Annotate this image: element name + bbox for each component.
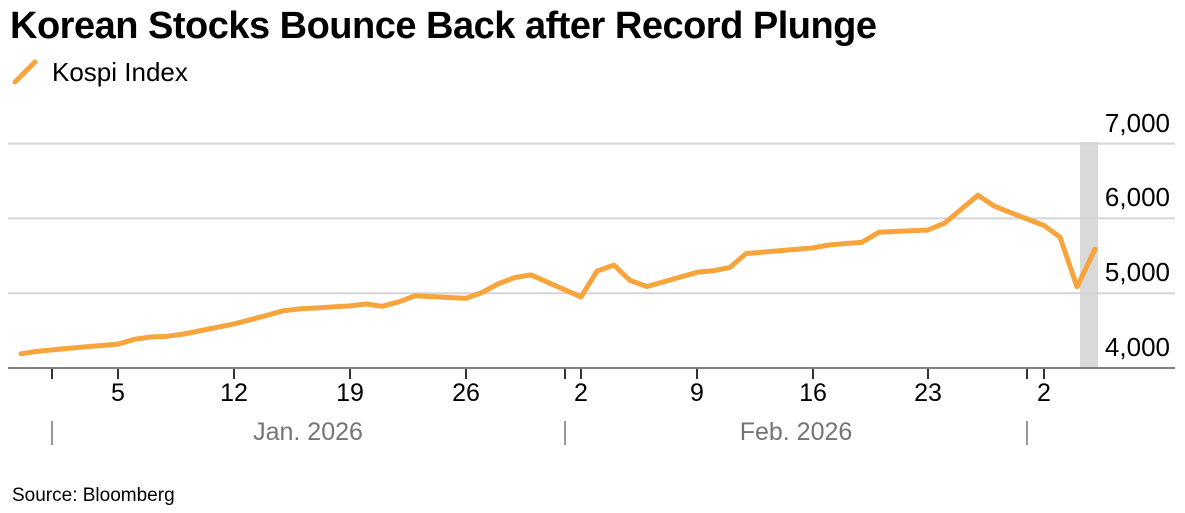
legend-label: Kospi Index xyxy=(52,56,188,87)
x-axis-day-label-4: 2 xyxy=(574,379,588,407)
source-note: Source: Bloomberg xyxy=(12,485,175,506)
y-axis-label-5000: 5,000 xyxy=(1104,257,1170,288)
x-axis-day-label-8: 2 xyxy=(1037,379,1051,407)
x-axis-day-label-0: 5 xyxy=(111,379,125,407)
x-axis-day-label-5: 9 xyxy=(690,379,704,407)
kospi-line-chart xyxy=(8,142,1175,445)
legend-line-swatch-icon xyxy=(12,59,38,85)
x-axis-month-label-0: Jan. 2026 xyxy=(253,418,363,446)
x-axis-day-label-3: 26 xyxy=(452,379,480,407)
x-axis-day-label-7: 23 xyxy=(914,379,942,407)
y-axis-label-4000: 4,000 xyxy=(1104,332,1170,362)
y-axis-label-7000: 7,000 xyxy=(1104,107,1170,138)
x-axis-day-label-1: 12 xyxy=(220,379,248,407)
chart-title: Korean Stocks Bounce Back after Record P… xyxy=(10,5,877,47)
y-axis-label-6000: 6,000 xyxy=(1104,182,1170,213)
legend: Kospi Index xyxy=(12,57,188,87)
x-axis-day-label-6: 16 xyxy=(799,379,827,407)
x-axis-month-label-1: Feb. 2026 xyxy=(739,418,853,446)
kospi-index-line xyxy=(18,192,1098,357)
plunge-highlight-band xyxy=(1080,142,1098,368)
x-axis-day-label-2: 19 xyxy=(336,379,364,407)
